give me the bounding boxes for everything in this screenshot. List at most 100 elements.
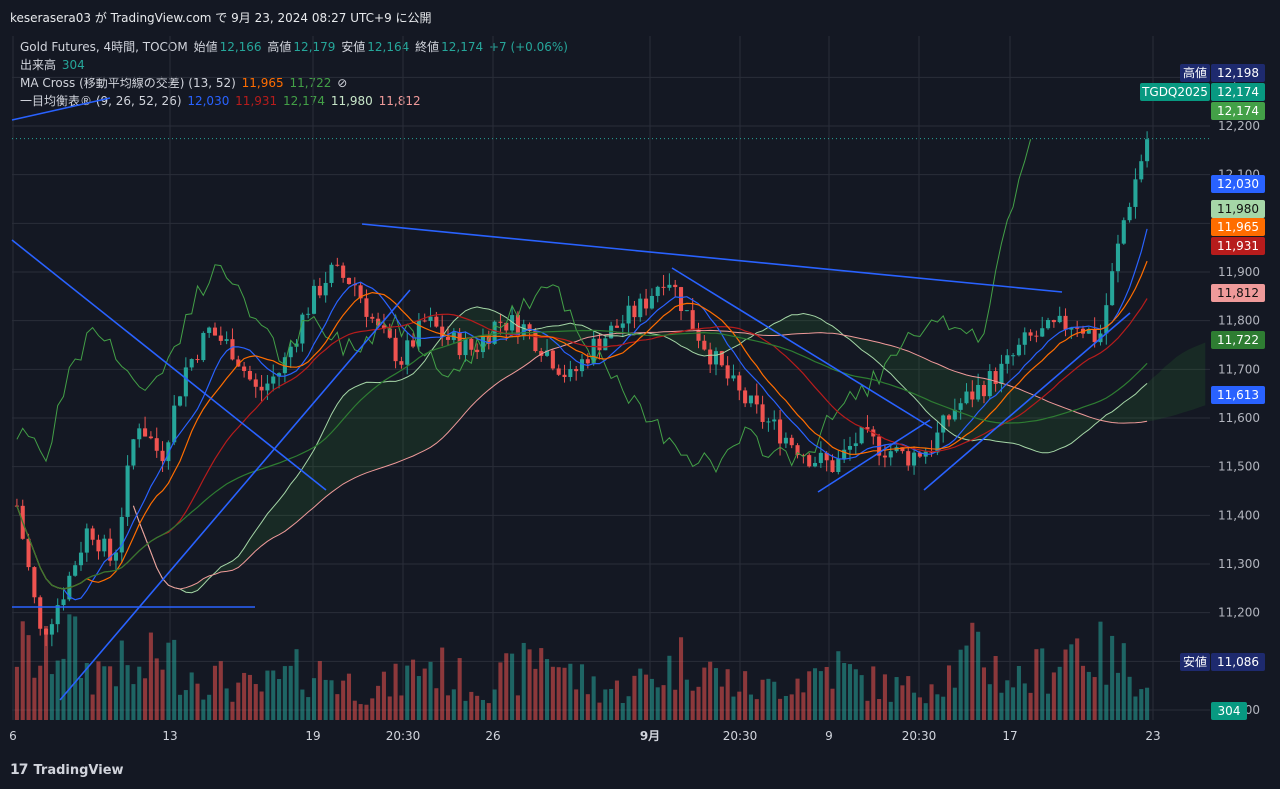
price-tag-value: 11,722 <box>1217 333 1259 347</box>
volume-bar <box>690 690 695 720</box>
volume-bar <box>510 653 515 720</box>
candle-body <box>1016 344 1021 356</box>
volume-legend[interactable]: 出来高 304 <box>20 56 87 74</box>
volume-bar <box>1127 676 1132 720</box>
y-tick-label: 11,900 <box>1218 265 1260 279</box>
close-label: 終値 <box>415 40 440 54</box>
price-tag-value: 11,613 <box>1217 388 1259 402</box>
volume-bar <box>113 686 118 720</box>
candle-body <box>545 350 550 356</box>
volume-bar <box>912 692 917 720</box>
candle-body <box>1005 355 1010 364</box>
volume-bar <box>550 666 555 720</box>
price-tag-value: 12,030 <box>1217 177 1259 191</box>
volume-bar <box>562 667 567 720</box>
volume-bar <box>166 642 171 720</box>
candle-body <box>882 455 887 458</box>
candle-body <box>609 325 614 339</box>
volume-bar <box>1016 665 1021 720</box>
candle-body <box>760 404 765 422</box>
volume-bar <box>1034 649 1039 720</box>
volume-bar <box>807 671 812 720</box>
volume-bar <box>632 675 637 720</box>
candle-body <box>504 322 509 331</box>
volume-bar <box>894 677 899 720</box>
volume-bar <box>917 697 922 720</box>
candle-body <box>1092 328 1097 343</box>
volume-bar <box>620 702 625 720</box>
candle-body <box>288 346 293 358</box>
candle-body <box>713 351 719 365</box>
price-tag-label: 高値 <box>1183 65 1207 80</box>
volume-bar <box>131 684 136 720</box>
candle-body <box>574 369 579 372</box>
candle-body <box>463 338 468 356</box>
candle-body <box>44 628 49 635</box>
candle-body <box>1133 179 1138 207</box>
trendline <box>817 419 931 493</box>
price-tag-value: 11,931 <box>1217 239 1259 253</box>
volume-bar <box>317 661 322 720</box>
candle-body <box>708 349 713 365</box>
volume-bar <box>230 701 235 720</box>
volume-bar <box>655 687 660 720</box>
volume-bar <box>1028 692 1033 720</box>
volume-bar <box>626 696 631 720</box>
candle-body <box>847 446 853 450</box>
candle-body <box>824 452 829 461</box>
volume-bar <box>708 661 713 720</box>
candle-body <box>644 298 649 309</box>
volume-bar <box>102 666 107 720</box>
volume-bar <box>416 676 421 720</box>
volume-bar <box>1075 638 1080 720</box>
volume-bar <box>871 666 876 720</box>
price-tag-bg <box>1211 284 1265 302</box>
candle-body <box>212 327 218 336</box>
x-tick-label: 20:30 <box>902 729 937 743</box>
candle-body <box>539 351 544 356</box>
price-axis[interactable]: 12,30012,20012,10012,00011,90011,80011,7… <box>9 70 1260 743</box>
price-tag-bg <box>1211 200 1265 218</box>
volume-bar <box>609 688 614 720</box>
symbol-legend[interactable]: Gold Futures, 4時間, TOCOM 始値 12,166 高値 12,1… <box>20 38 570 56</box>
candle-body <box>690 310 695 330</box>
volume-bar <box>38 665 43 720</box>
volume-bar <box>451 689 456 720</box>
trendline <box>923 312 1131 491</box>
high-value: 12,179 <box>293 40 336 54</box>
ichi-chikou-value: 12,174 <box>283 94 325 108</box>
candle-body <box>172 405 177 443</box>
ma-legend[interactable]: MA Cross (移動平均線の交差) (13, 52) 11,965 11,7… <box>20 74 349 92</box>
candle-body <box>346 277 352 284</box>
volume-bar <box>445 695 451 720</box>
volume-bar <box>469 691 474 720</box>
volume-bar <box>754 699 759 720</box>
volume-bar <box>533 668 538 720</box>
candle-body <box>789 437 794 446</box>
volume-bar <box>148 632 153 720</box>
candle-body <box>1040 328 1045 337</box>
candle-body <box>981 384 987 397</box>
ichimoku-legend[interactable]: 一目均衡表® (9, 26, 52, 26) 12,030 11,931 12,… <box>20 92 423 110</box>
candle-body <box>486 336 491 344</box>
volume-bar <box>929 684 934 720</box>
candle-body <box>678 287 684 312</box>
hidden-icon[interactable]: ⊘ <box>337 76 348 90</box>
candle-body <box>49 624 54 635</box>
tradingview-brand[interactable]: 17 TradingView <box>10 762 124 778</box>
volume-bars <box>14 614 1150 720</box>
volume-bar <box>1110 635 1115 720</box>
span-b-line <box>132 329 1148 590</box>
volume-bar <box>44 625 49 720</box>
volume-bar <box>859 675 864 720</box>
candle-body <box>247 370 252 380</box>
price-chart[interactable]: 12,30012,20012,10012,00011,90011,80011,7… <box>0 30 1280 755</box>
volume-bar <box>212 665 218 720</box>
x-tick-label: 9月 <box>640 729 660 743</box>
candle-body <box>1115 243 1120 272</box>
ma-slow-line <box>16 329 1148 590</box>
volume-bar <box>743 671 748 720</box>
price-tag-bg <box>1211 653 1265 671</box>
volume-bar <box>789 694 794 720</box>
change-value: +7 (+0.06%) <box>488 40 568 54</box>
